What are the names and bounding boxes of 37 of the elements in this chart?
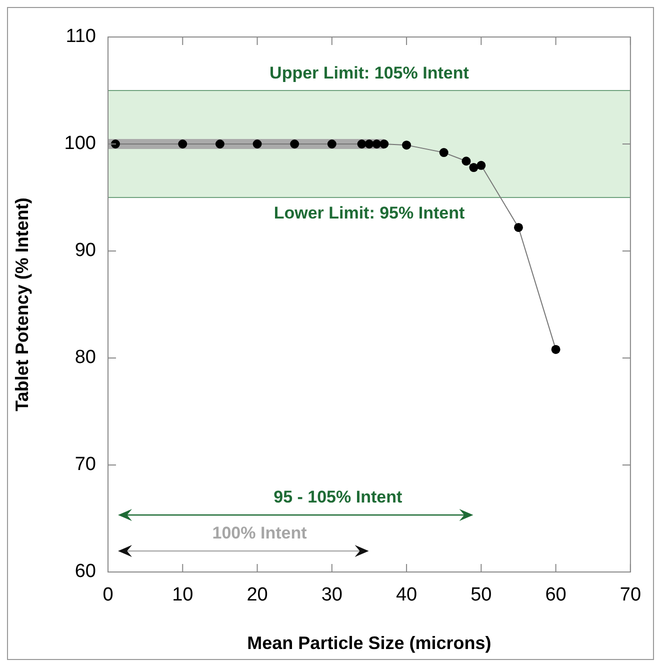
x-tick-label: 30 [321, 584, 342, 606]
point [215, 140, 224, 148]
point [551, 344, 560, 354]
y-tick-label: 60 [74, 561, 96, 582]
y-tick-label: 100 [64, 133, 96, 154]
annotation: 100% Intent [212, 524, 308, 543]
y-tick-label: 70 [74, 454, 96, 476]
y-tick-label: 110 [66, 26, 96, 48]
point [514, 222, 523, 232]
x-tick-label: 50 [470, 584, 492, 606]
point [402, 140, 412, 150]
point [380, 140, 389, 148]
x-axis-title: Mean Particle Size (microns) [247, 633, 492, 654]
x-tick-label: 20 [246, 584, 268, 606]
point [327, 140, 336, 148]
point [290, 140, 300, 148]
ref-line-label: Lower Limit: 95% Intent [274, 204, 465, 223]
x-tick-label: 40 [396, 584, 418, 606]
point [469, 163, 478, 172]
point [364, 140, 374, 148]
ref-line-label: Upper Limit: 105% Intent [270, 64, 470, 83]
y-tick-label: 80 [74, 347, 96, 368]
y-axis-title: Tablet Potency (% Intent) [12, 198, 32, 412]
point [110, 140, 120, 148]
point [178, 140, 188, 148]
x-tick-label: 0 [102, 584, 114, 606]
x-tick-label: 10 [172, 584, 194, 606]
point [372, 140, 382, 148]
point [476, 160, 486, 170]
annotation: 95 - 105% Intent [274, 488, 402, 507]
x-tick-label: 60 [545, 584, 566, 606]
y-tick-label: 90 [74, 240, 96, 262]
x-tick-label: 70 [620, 584, 642, 606]
point [357, 140, 366, 148]
point [252, 140, 262, 148]
point [439, 148, 448, 158]
point [462, 156, 471, 166]
